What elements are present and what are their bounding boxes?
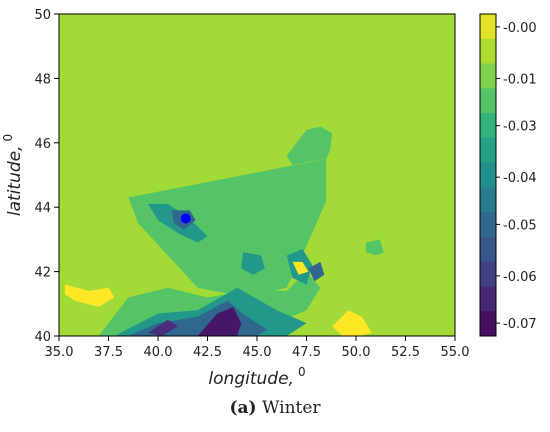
contour-regions bbox=[64, 126, 384, 336]
x-tick-label-2: 37.5 bbox=[94, 345, 123, 360]
y-tick-label-4: 46 bbox=[34, 137, 51, 152]
colorbar-band-1 bbox=[480, 14, 496, 40]
colorbar-tick-label-7: -0.07 bbox=[503, 317, 537, 332]
x-tick-label-7: 50.0 bbox=[342, 345, 371, 360]
colorbar-band-5 bbox=[480, 113, 496, 139]
contour-region-16 bbox=[292, 261, 309, 275]
colorbar-tick-label-4: -0.04 bbox=[503, 171, 537, 186]
colorbar-band-7 bbox=[480, 162, 496, 188]
colorbar-frame bbox=[479, 13, 497, 337]
colorbar-band-4 bbox=[480, 88, 496, 114]
y-axis-label: latitude,0 bbox=[1, 134, 25, 216]
contour-region-11 bbox=[148, 319, 178, 336]
colorbar-band-13 bbox=[480, 311, 496, 337]
colorbar: -0.00 -0.01 -0.03 -0.04 -0.05 -0.06 -0.07 bbox=[479, 13, 537, 337]
x-tick-label-9: 55.0 bbox=[441, 345, 470, 360]
colorbar-band-2 bbox=[480, 38, 496, 65]
colorbar-tick-label-6: -0.06 bbox=[503, 270, 537, 285]
caption-label: (a) bbox=[229, 398, 257, 418]
x-tick-label-6: 47.5 bbox=[292, 345, 321, 360]
y-axis: 40 42 44 46 48 50 bbox=[34, 8, 59, 345]
colorbar-tick-label-3: -0.03 bbox=[503, 120, 537, 135]
x-tick-label-3: 40.0 bbox=[144, 345, 173, 360]
y-tick-label-6: 50 bbox=[34, 8, 51, 23]
x-tick-label-4: 42.5 bbox=[193, 345, 222, 360]
colorbar-tick-label-5: -0.05 bbox=[503, 218, 537, 233]
x-tick-label-1: 35.0 bbox=[45, 345, 74, 360]
x-tick-label-8: 52.5 bbox=[391, 345, 420, 360]
contour-region-3 bbox=[286, 126, 333, 166]
contour-region-4 bbox=[365, 239, 384, 256]
contour-region-12 bbox=[197, 307, 242, 336]
y-tick-label-1: 40 bbox=[34, 330, 51, 345]
x-axis-label: longitude, 0 bbox=[208, 365, 305, 389]
colorbar-band-10 bbox=[480, 236, 496, 263]
x-axis: 35.0 37.5 40.0 42.5 45.0 47.5 50.0 52.5 55.0 bbox=[45, 336, 470, 360]
location-marker bbox=[180, 213, 191, 224]
y-tick-label-5: 48 bbox=[34, 72, 51, 87]
colorbar-band-11 bbox=[480, 261, 496, 287]
colorbar-band-12 bbox=[480, 286, 496, 312]
caption-text: Winter bbox=[261, 398, 321, 418]
contour-region-8 bbox=[241, 252, 265, 275]
contour-region-15 bbox=[332, 310, 372, 336]
colorbar-band-8 bbox=[480, 187, 496, 213]
contour-region-14 bbox=[64, 284, 115, 307]
figure-caption: (a) Winter bbox=[0, 398, 550, 418]
colorbar-tick-label-1: -0.00 bbox=[503, 21, 537, 36]
contour-region-1 bbox=[128, 158, 327, 298]
colorbar-band-3 bbox=[480, 63, 496, 89]
colorbar-tick-label-2: -0.01 bbox=[503, 72, 537, 87]
y-tick-label-3: 44 bbox=[34, 201, 51, 216]
x-tick-label-5: 45.0 bbox=[243, 345, 272, 360]
colorbar-band-6 bbox=[480, 137, 496, 164]
contour-region-13 bbox=[308, 261, 325, 282]
y-tick-label-2: 42 bbox=[34, 266, 51, 281]
colorbar-band-9 bbox=[480, 212, 496, 238]
